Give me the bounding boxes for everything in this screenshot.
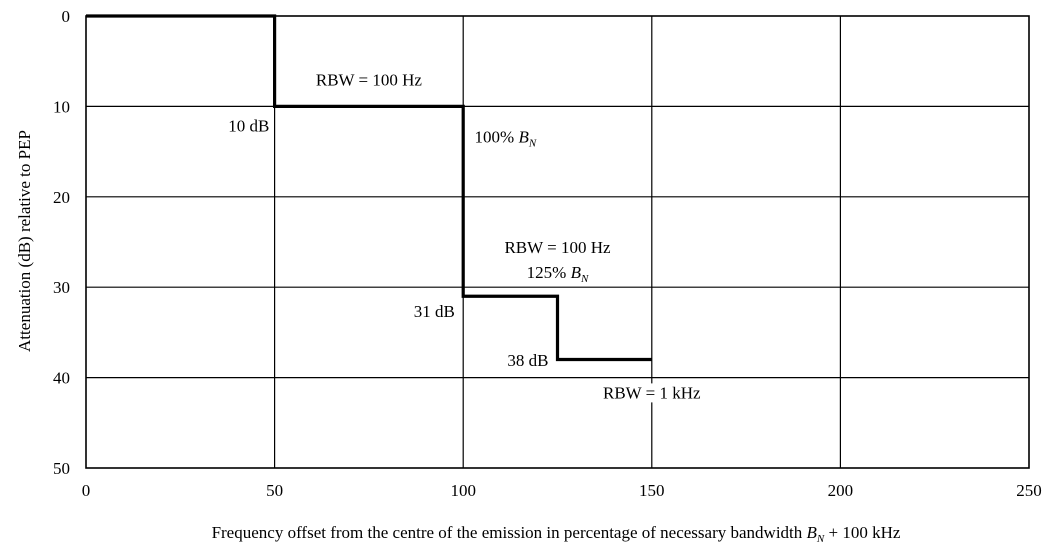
y-tick-label: 40 [53,369,70,388]
x-tick-label: 0 [82,481,91,500]
annotation-bn100: 100% BN [471,127,540,150]
annotation-background [501,237,614,257]
annotation-text: 38 dB [507,351,548,370]
plot-frame [85,15,1030,469]
y-tick-label: 20 [53,188,70,207]
annotation-text: RBW = 100 Hz [504,238,611,257]
x-tick-label: 200 [828,481,854,500]
y-tick-label: 10 [53,97,70,116]
annotation-db10: 10 dB [225,116,273,136]
plot-border [85,15,1030,469]
annotation-rbw1: RBW = 100 Hz [312,70,426,90]
y-axis-label: Attenuation (dB) relative to PEP [15,130,34,352]
series [86,14,652,362]
x-tick-label: 100 [450,481,476,500]
x-axis-label: Frequency offset from the centre of the … [212,523,901,545]
annotation-text: 10 dB [228,117,269,136]
annotation-background [225,116,273,136]
annotation-text: 125% BN [527,263,589,285]
annotation-text: RBW = 100 Hz [316,71,423,90]
annotation-db38: 38 dB [504,350,552,370]
attenuation-mask-line [86,14,652,362]
x-tick-label: 250 [1016,481,1042,500]
annotation-background [523,263,592,286]
annotations: RBW = 100 Hz 10 dB 100% BN RBW = 100 Hz 125%… [225,70,705,403]
y-tick-label: 30 [53,278,70,297]
y-tick-label: 0 [62,7,71,26]
tick-labels: 0 50 100 150 200 250 0 10 20 30 40 50 [53,7,1042,500]
annotation-background [410,302,458,322]
annotation-rbw3: RBW = 1 kHz [600,383,705,403]
annotation-background [504,350,552,370]
annotation-text: 31 dB [414,302,455,321]
annotation-db31: 31 dB [410,302,458,322]
annotation-text: RBW = 1 kHz [603,383,701,402]
annotation-rbw2: RBW = 100 Hz [501,237,614,257]
annotation-bn125: 125% BN [523,263,592,286]
x-tick-label: 150 [639,481,665,500]
annotation-background [600,383,705,403]
x-tick-label: 50 [266,481,283,500]
annotation-background [312,70,426,90]
annotation-background [471,127,540,150]
grid [86,16,1029,468]
y-tick-label: 50 [53,459,70,478]
annotation-text: 100% BN [475,128,537,150]
